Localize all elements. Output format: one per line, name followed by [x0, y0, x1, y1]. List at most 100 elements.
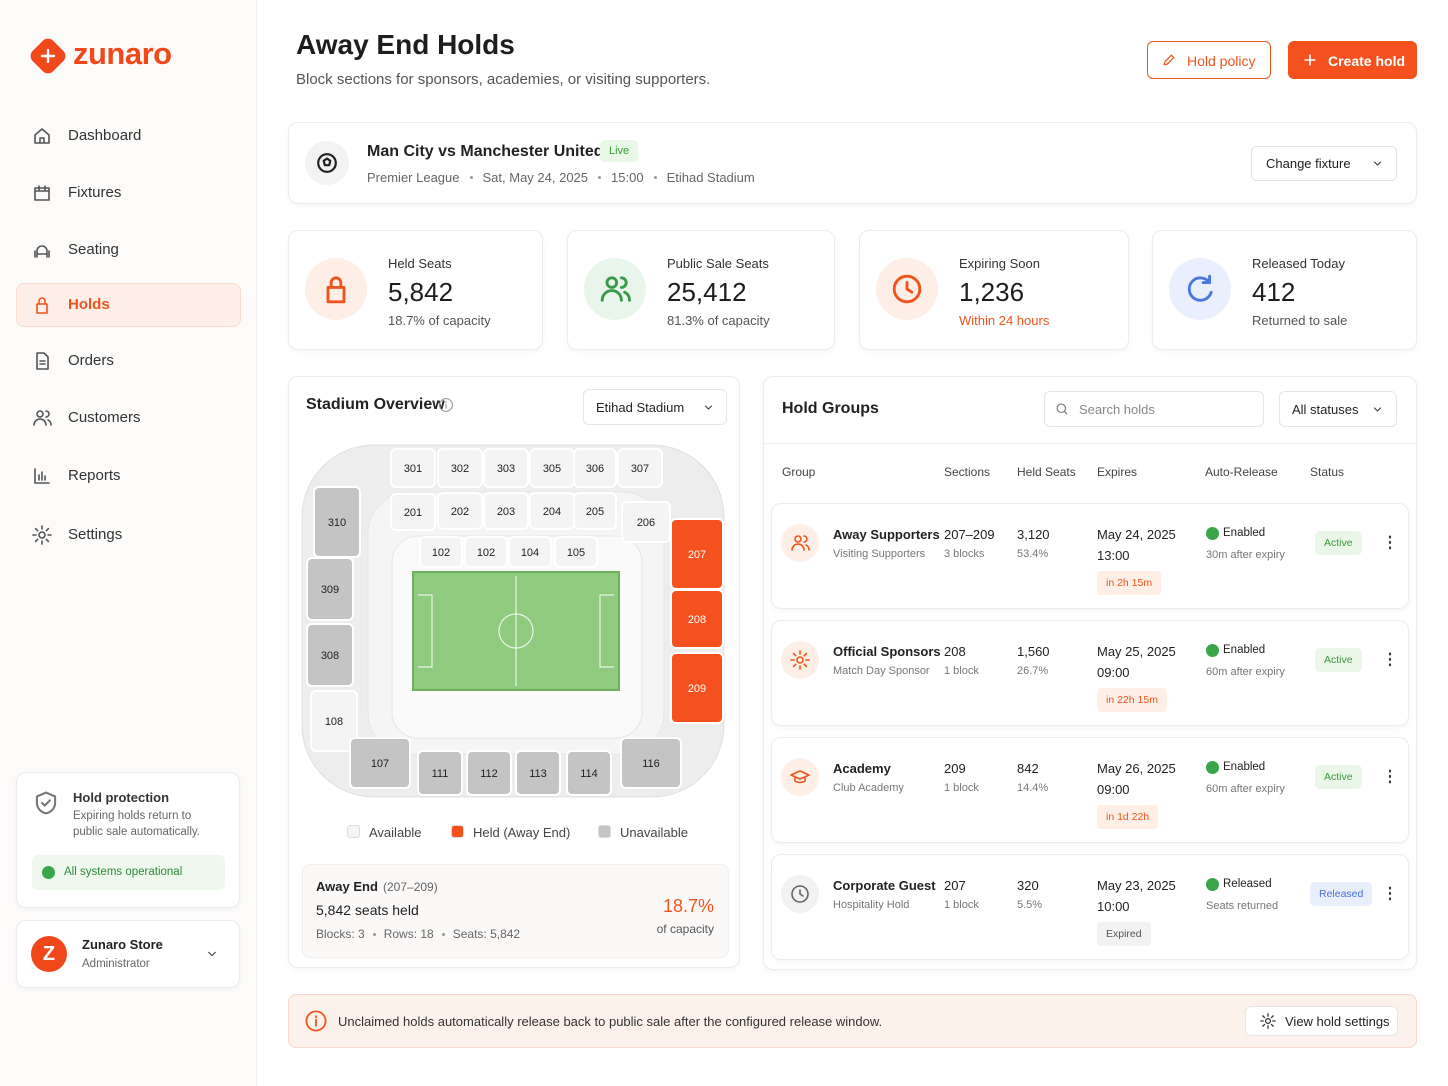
countdown: in 22h 15m	[1097, 688, 1167, 712]
section-label: 307	[631, 463, 649, 475]
expiry-time: 09:00	[1097, 782, 1130, 797]
section	[508, 536, 552, 568]
protection-text: public sale automatically.	[73, 826, 200, 838]
section	[670, 589, 724, 649]
stat-value: 412	[1252, 277, 1296, 307]
icon	[316, 152, 338, 174]
icon	[1184, 273, 1216, 305]
column-header: Status	[1310, 465, 1345, 479]
status-badge: Released	[1310, 882, 1373, 906]
protection-title: Hold protection	[73, 790, 170, 805]
nav-label[interactable]: Holds	[68, 296, 110, 313]
section	[515, 750, 561, 796]
section	[419, 536, 463, 568]
icon	[790, 767, 810, 787]
create-hold-label[interactable]: Create hold	[1328, 53, 1406, 69]
countdown: Expired	[1097, 922, 1151, 946]
section	[554, 536, 598, 568]
nav-label[interactable]: Reports	[68, 467, 121, 484]
stat-value: 1,236	[959, 277, 1025, 307]
icon	[701, 400, 716, 415]
stat-label: Held Seats	[388, 256, 452, 271]
nav-label[interactable]: Dashboard	[68, 127, 142, 144]
auto-release: Enabled	[1223, 527, 1266, 539]
group-type: Match Day Sponsor	[833, 665, 930, 677]
change-fixture-label[interactable]: Change fixture	[1266, 156, 1351, 171]
icon	[1055, 402, 1069, 416]
meta-item: Blocks: 3	[316, 927, 365, 941]
hold-policy-label[interactable]: Hold policy	[1187, 53, 1256, 69]
icon	[790, 533, 810, 553]
held-seats: 320	[1017, 878, 1039, 893]
group-type: Club Academy	[833, 782, 904, 794]
hold-row[interactable]	[771, 737, 1409, 843]
nav-label[interactable]: Orders	[68, 352, 114, 369]
group-type: Hospitality Hold	[833, 899, 910, 911]
blocks: 1 block	[944, 782, 979, 794]
icon	[32, 408, 52, 428]
icon	[1302, 52, 1318, 68]
hold-row[interactable]	[771, 503, 1409, 609]
stat-value: 5,842	[388, 277, 454, 307]
hold-policy-button[interactable]	[1147, 41, 1271, 79]
hold-row[interactable]	[771, 854, 1409, 960]
stadium-map: 301 302 303 305 306 307 310 201 202 203 204 205 206 1…	[301, 444, 725, 798]
section	[617, 448, 663, 488]
nav-label[interactable]: Customers	[68, 409, 141, 426]
auto-note: 60m after expiry	[1206, 783, 1285, 795]
nav-label[interactable]: Fixtures	[68, 184, 122, 201]
stat-note: 18.7% of capacity	[388, 313, 491, 328]
change-fixture[interactable]	[1251, 146, 1397, 181]
legend-label: Available	[369, 825, 422, 840]
held-seats: 3,120	[1017, 527, 1050, 542]
section	[670, 652, 724, 724]
stadium-title: Stadium Overview	[306, 396, 445, 413]
section	[466, 750, 512, 796]
nav-label[interactable]: Seating	[68, 241, 119, 258]
summary-title: Away End	[316, 879, 378, 894]
meta-item: Seats: 5,842	[452, 927, 521, 941]
stadium-select-label[interactable]: Etihad Stadium	[596, 400, 685, 415]
legend-label: Held (Away End)	[473, 825, 571, 840]
section-label: 202	[451, 506, 469, 518]
meta-row: Premier League Sat, May 24, 2025 15:00 Etih…	[367, 170, 755, 185]
search-placeholder[interactable]: Search holds	[1079, 402, 1155, 417]
notice-action[interactable]: View hold settings	[1285, 1014, 1390, 1029]
page-subtitle: Block sections for sponsors, academies, …	[296, 71, 711, 88]
center-circle	[498, 613, 534, 649]
notice-button[interactable]	[1245, 1006, 1398, 1036]
stadium-select[interactable]	[583, 389, 727, 425]
section-label: 108	[325, 716, 343, 728]
search-box[interactable]	[1044, 391, 1264, 427]
icon	[790, 884, 810, 904]
section	[464, 536, 508, 568]
section-label: 206	[637, 517, 655, 529]
nav-item-active[interactable]	[16, 283, 241, 327]
sections: 207	[944, 878, 966, 893]
sections: 207–209	[944, 527, 995, 542]
section-label: 102	[477, 547, 495, 559]
icon	[1381, 884, 1399, 902]
expiry-time: 13:00	[1097, 548, 1130, 563]
seat-share: 5.5%	[1017, 899, 1043, 911]
stat-label: Expiring Soon	[959, 256, 1040, 271]
expiry-date: May 25, 2025	[1097, 644, 1176, 659]
auto-check	[1206, 527, 1219, 540]
section-label: 208	[688, 614, 706, 626]
status-filter[interactable]	[1279, 391, 1397, 427]
stat-label: Public Sale Seats	[667, 256, 769, 271]
legend-swatch	[451, 825, 464, 838]
section	[349, 737, 411, 789]
nav-label[interactable]: Settings	[68, 526, 123, 543]
group-name: Official Sponsors	[833, 644, 941, 659]
icon	[1381, 650, 1399, 668]
icon	[790, 650, 810, 670]
expiry-time: 09:00	[1097, 665, 1130, 680]
section	[573, 492, 617, 530]
hold-row[interactable]	[771, 620, 1409, 726]
holds-divider	[763, 443, 1417, 444]
meta-item: Premier League	[367, 170, 460, 185]
section	[310, 690, 358, 752]
icon	[32, 183, 52, 203]
status-filter-label[interactable]: All statuses	[1292, 402, 1359, 417]
